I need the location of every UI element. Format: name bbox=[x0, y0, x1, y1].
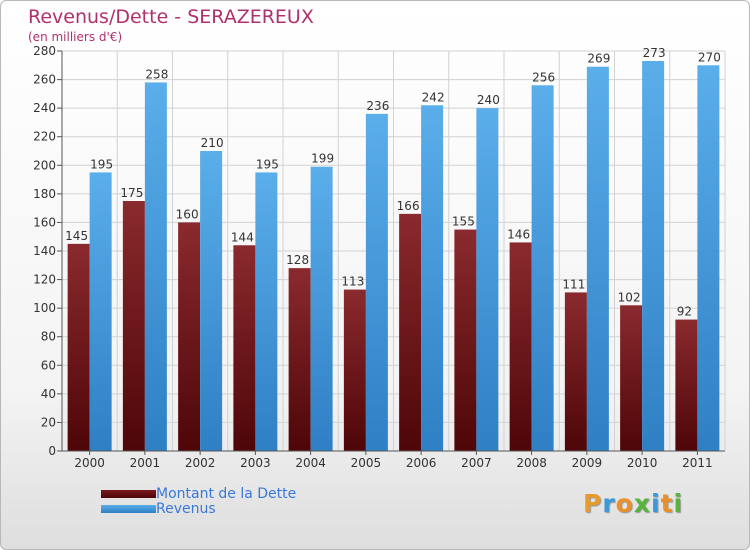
bar-revenus-2008 bbox=[531, 85, 554, 452]
bar-revenus-2003 bbox=[255, 172, 278, 451]
bars bbox=[67, 61, 720, 452]
y-tick-label-40: 40 bbox=[41, 387, 56, 401]
bar-dette-2004 bbox=[288, 268, 311, 451]
bar-revenus-2005 bbox=[365, 113, 388, 451]
value-label-revenus-2009: 269 bbox=[587, 52, 610, 66]
y-tick-label-180: 180 bbox=[33, 187, 56, 201]
logo-letter-4: i bbox=[651, 489, 661, 518]
legend-swatch-dette bbox=[101, 490, 156, 498]
value-label-dette-2002: 160 bbox=[176, 207, 199, 221]
y-tick-label-80: 80 bbox=[41, 330, 56, 344]
axes: 0 20 40 60 80 100 120 140 160 180 200 220 240 260 280 2… bbox=[33, 44, 725, 470]
y-tick-label-240: 240 bbox=[33, 101, 56, 115]
legend-label-dette: Montant de la Dette bbox=[156, 486, 297, 502]
value-label-revenus-2005: 236 bbox=[366, 99, 389, 113]
bar-revenus-2004 bbox=[310, 166, 333, 451]
value-label-dette-2006: 166 bbox=[397, 199, 420, 213]
y-tick-label-100: 100 bbox=[33, 301, 56, 315]
bar-dette-2007 bbox=[454, 229, 477, 451]
bar-revenus-2002 bbox=[200, 151, 223, 451]
bar-revenus-2001 bbox=[144, 82, 167, 451]
bar-dette-2000 bbox=[67, 243, 90, 451]
logo-letter-6: i bbox=[673, 489, 684, 518]
value-label-dette-2001: 175 bbox=[120, 186, 143, 200]
value-label-dette-2003: 144 bbox=[231, 230, 254, 244]
bar-dette-2006 bbox=[399, 213, 422, 451]
bar-dette-2002 bbox=[178, 222, 201, 451]
value-label-dette-2004: 128 bbox=[286, 253, 309, 267]
bar-dette-2005 bbox=[343, 289, 366, 451]
x-tick-label-2002: 2002 bbox=[185, 456, 216, 470]
x-tick-label-2006: 2006 bbox=[406, 456, 437, 470]
bar-revenus-2007 bbox=[476, 108, 499, 452]
bar-dette-2011 bbox=[675, 319, 698, 451]
proxiti-logo: Proxiti bbox=[583, 489, 683, 518]
logo-letter-1: r bbox=[602, 489, 616, 518]
value-label-revenus-2000: 195 bbox=[90, 157, 113, 171]
value-label-revenus-2002: 210 bbox=[201, 136, 224, 150]
bar-revenus-2009 bbox=[586, 66, 609, 451]
value-label-revenus-2007: 240 bbox=[477, 93, 500, 107]
x-tick-label-2004: 2004 bbox=[295, 456, 326, 470]
value-labels: 145 195 175 258 160 210 144 195 128 199 113 236 166 2… bbox=[65, 46, 721, 319]
chart-title: Revenus/Dette - SERAZEREUX bbox=[28, 6, 314, 28]
value-label-revenus-2004: 199 bbox=[311, 152, 334, 166]
chart-subtitle: (en milliers d'€) bbox=[28, 30, 123, 44]
value-label-dette-2011: 92 bbox=[677, 305, 692, 319]
value-label-revenus-2008: 256 bbox=[532, 70, 555, 84]
x-tick-label-2001: 2001 bbox=[130, 456, 161, 470]
y-tick-label-260: 260 bbox=[33, 73, 56, 87]
x-tick-label-2007: 2007 bbox=[461, 456, 492, 470]
y-tick-label-200: 200 bbox=[33, 158, 56, 172]
logo-letter-0: P bbox=[583, 489, 603, 518]
value-label-revenus-2010: 273 bbox=[643, 46, 666, 60]
bar-revenus-2010 bbox=[642, 61, 665, 451]
bar-dette-2009 bbox=[564, 292, 587, 451]
grid bbox=[61, 50, 726, 452]
value-label-revenus-2011: 270 bbox=[698, 50, 721, 64]
x-tick-label-2008: 2008 bbox=[516, 456, 547, 470]
x-tick-label-2011: 2011 bbox=[682, 456, 713, 470]
x-tick-label-2010: 2010 bbox=[627, 456, 658, 470]
y-tick-label-280: 280 bbox=[33, 44, 56, 58]
value-label-dette-2008: 146 bbox=[507, 227, 530, 241]
x-tick-label-2000: 2000 bbox=[74, 456, 105, 470]
y-tick-label-220: 220 bbox=[33, 130, 56, 144]
bar-dette-2001 bbox=[122, 201, 145, 451]
value-label-dette-2005: 113 bbox=[341, 275, 364, 289]
bar-dette-2003 bbox=[233, 245, 256, 451]
y-tick-label-120: 120 bbox=[33, 273, 56, 287]
value-label-revenus-2003: 195 bbox=[256, 157, 279, 171]
legend-swatch-revenus bbox=[101, 505, 156, 513]
x-tick-label-2005: 2005 bbox=[351, 456, 382, 470]
y-tick-label-160: 160 bbox=[33, 215, 56, 229]
y-tick-label-140: 140 bbox=[33, 244, 56, 258]
bar-revenus-2006 bbox=[421, 105, 444, 452]
logo-letter-2: o bbox=[615, 489, 634, 518]
legend-label-revenus: Revenus bbox=[156, 501, 216, 517]
x-tick-label-2003: 2003 bbox=[240, 456, 271, 470]
value-label-revenus-2006: 242 bbox=[422, 90, 445, 104]
value-label-dette-2009: 111 bbox=[562, 277, 585, 291]
bar-revenus-2011 bbox=[697, 65, 720, 452]
y-tick-label-0: 0 bbox=[48, 444, 56, 458]
y-tick-label-20: 20 bbox=[41, 415, 56, 429]
value-label-dette-2007: 155 bbox=[452, 215, 475, 229]
y-tick-label-60: 60 bbox=[41, 358, 56, 372]
value-label-revenus-2001: 258 bbox=[145, 67, 168, 81]
value-label-dette-2000: 145 bbox=[65, 229, 88, 243]
bar-dette-2008 bbox=[509, 242, 532, 451]
bar-dette-2010 bbox=[620, 305, 643, 451]
value-label-dette-2010: 102 bbox=[618, 290, 641, 304]
x-tick-label-2009: 2009 bbox=[572, 456, 603, 470]
logo-letter-3: x bbox=[633, 489, 651, 518]
bar-revenus-2000 bbox=[89, 172, 112, 451]
logo-letter-5: t bbox=[660, 489, 674, 518]
